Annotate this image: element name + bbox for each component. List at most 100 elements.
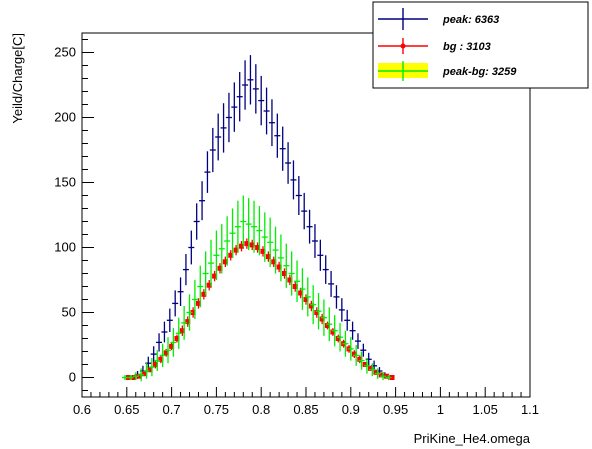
data-point <box>191 280 198 319</box>
point-marker <box>276 264 282 270</box>
point-marker <box>158 356 164 362</box>
point-marker <box>169 343 175 349</box>
point-marker <box>335 336 341 341</box>
data-point <box>353 345 360 366</box>
legend-entry-bg: bg : 3103 <box>378 38 491 54</box>
data-point <box>311 224 318 258</box>
data-point <box>347 337 354 361</box>
data-point <box>143 363 150 379</box>
point-marker <box>373 369 379 375</box>
data-point <box>185 316 191 327</box>
data-point <box>303 294 309 305</box>
data-point <box>294 260 301 303</box>
data-point <box>256 205 263 256</box>
point-marker <box>217 265 223 271</box>
data-point <box>320 299 327 336</box>
data-point <box>342 330 349 357</box>
point-marker <box>201 291 207 297</box>
point-marker <box>238 243 244 249</box>
data-point <box>142 371 148 377</box>
series-2 <box>122 195 392 382</box>
data-point <box>169 342 175 351</box>
data-point <box>333 285 340 309</box>
point-marker <box>362 362 368 367</box>
data-point <box>175 317 182 349</box>
data-point <box>260 246 266 257</box>
point-marker <box>195 300 201 306</box>
data-point <box>326 307 333 342</box>
x-tick-label: 0.65 <box>114 402 139 417</box>
data-point <box>306 209 313 244</box>
data-point <box>292 281 298 292</box>
x-tick-label: 0.8 <box>252 402 270 417</box>
data-point <box>285 142 292 184</box>
x-tick-label: 0.75 <box>204 402 229 417</box>
data-point <box>314 307 320 318</box>
point-marker <box>233 247 239 253</box>
data-point <box>217 263 223 274</box>
legend-label-peak-bg: peak-bg: 3259 <box>442 66 517 78</box>
point-marker <box>174 336 180 341</box>
point-marker <box>303 297 309 302</box>
point-marker <box>292 284 298 289</box>
series-1 <box>126 238 395 380</box>
x-tick-label: 0.95 <box>383 402 408 417</box>
legend-label-bg: bg : 3103 <box>443 41 491 53</box>
point-marker <box>131 375 137 380</box>
data-point <box>224 216 231 266</box>
data-point <box>389 375 395 380</box>
data-point <box>351 350 357 358</box>
data-point <box>268 99 275 147</box>
data-point <box>319 313 325 325</box>
data-point <box>231 82 238 132</box>
data-point <box>240 195 247 248</box>
point-marker <box>281 271 287 276</box>
data-point <box>249 239 255 251</box>
data-point <box>304 277 311 317</box>
y-tick-label: 0 <box>69 370 76 385</box>
x-tick-label: 0.85 <box>293 402 318 417</box>
data-point <box>357 355 363 364</box>
legend-marker-bg <box>378 38 428 54</box>
point-marker <box>136 373 142 379</box>
data-point <box>288 251 295 296</box>
data-point <box>181 306 188 340</box>
data-point <box>276 261 282 273</box>
data-point <box>209 127 216 173</box>
legend-marker-peak-bg <box>378 61 428 81</box>
data-point <box>325 321 331 330</box>
data-point <box>218 224 225 274</box>
data-point <box>317 239 324 271</box>
data-point <box>337 322 344 352</box>
axis-ticks: 0.6 0.65 0.7 0.75 0.8 0.85 0.9 0.95 1 1.05 1.1 0 50 1… <box>54 39 539 417</box>
data-point <box>159 343 166 368</box>
point-marker <box>298 290 304 296</box>
data-point <box>220 103 227 153</box>
data-point <box>165 337 172 364</box>
data-point <box>195 298 201 309</box>
data-point <box>206 280 212 291</box>
legend-entry-peak-bg: peak-bg: 3259 <box>378 61 517 81</box>
x-tick-label: 1.1 <box>521 402 539 417</box>
data-point <box>290 160 297 200</box>
data-point <box>349 321 356 340</box>
data-point <box>385 374 392 381</box>
data-point <box>255 242 261 253</box>
data-point <box>283 243 290 288</box>
data-point <box>238 241 244 252</box>
series-0 <box>123 55 394 379</box>
data-point <box>170 328 177 357</box>
data-point <box>360 343 367 357</box>
data-point <box>177 277 184 306</box>
point-marker <box>147 367 153 373</box>
point-marker <box>179 328 185 334</box>
data-point <box>338 298 345 322</box>
data-point <box>147 367 153 373</box>
data-point <box>158 355 164 364</box>
data-point <box>229 208 236 258</box>
point-marker <box>222 259 228 265</box>
data-point <box>204 151 211 193</box>
point-marker <box>185 319 191 325</box>
data-point <box>201 289 207 300</box>
data-point <box>174 334 180 343</box>
